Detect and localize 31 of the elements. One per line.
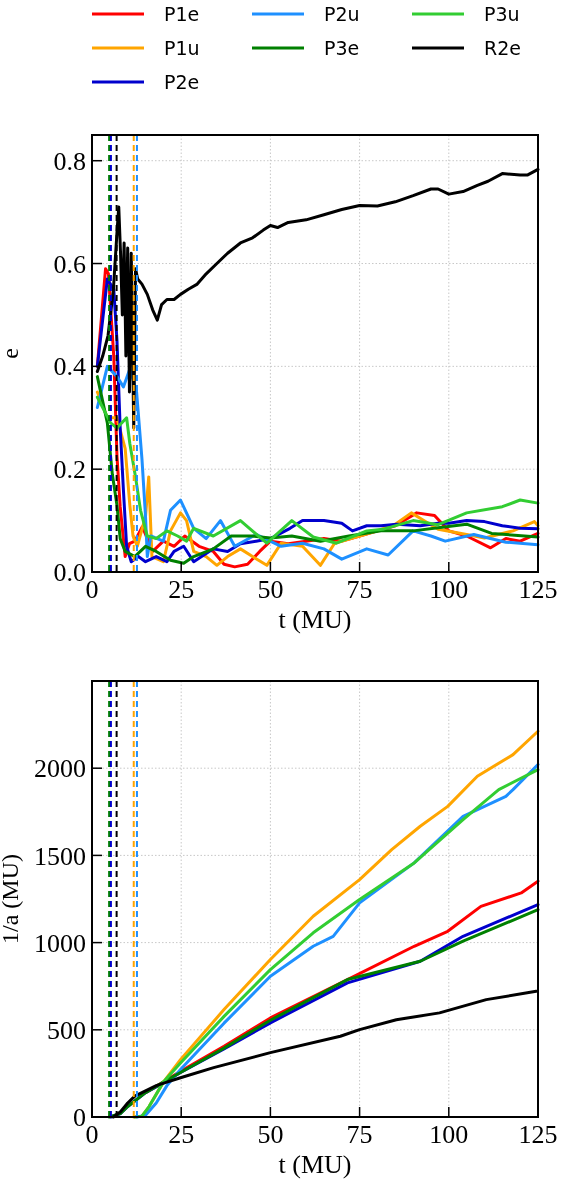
y-tick-label: 0.4 bbox=[53, 352, 86, 382]
x-tick-label: 100 bbox=[429, 575, 469, 604]
y-tick-label: 0.0 bbox=[53, 558, 86, 588]
x-tick-label: 100 bbox=[429, 1120, 469, 1149]
y-tick-label: 0.2 bbox=[53, 455, 86, 485]
x-tick-label: 75 bbox=[346, 575, 373, 604]
y-tick-label: 500 bbox=[47, 1015, 86, 1045]
legend-label: P3u bbox=[484, 2, 520, 25]
y-tick-label: 1000 bbox=[34, 928, 86, 958]
legend-label: P2u bbox=[324, 2, 360, 25]
y-tick-label: 1500 bbox=[34, 841, 86, 871]
x-tick-label: 25 bbox=[168, 575, 195, 604]
legend-label: P2e bbox=[164, 70, 200, 93]
y-axis-title: 1/a (MU) bbox=[0, 854, 23, 944]
x-tick-label: 75 bbox=[346, 1120, 373, 1149]
y-tick-label: 0.6 bbox=[53, 249, 86, 279]
y-tick-label: 0.8 bbox=[53, 146, 86, 176]
x-tick-label: 50 bbox=[257, 1120, 284, 1149]
y-tick-label: 2000 bbox=[34, 754, 86, 784]
legend-label: R2e bbox=[484, 36, 521, 59]
legend-label: P3e bbox=[324, 36, 360, 59]
legend-label: P1u bbox=[164, 36, 200, 59]
x-tick-label: 125 bbox=[518, 1120, 558, 1149]
x-axis-title: t (MU) bbox=[278, 1150, 352, 1179]
x-tick-label: 25 bbox=[168, 1120, 195, 1149]
line-series bbox=[95, 395, 540, 545]
y-axis-title: e bbox=[0, 348, 23, 359]
x-tick-label: 50 bbox=[257, 575, 284, 604]
x-tick-label: 125 bbox=[518, 575, 558, 604]
x-axis-title: t (MU) bbox=[278, 605, 352, 634]
legend-label: P1e bbox=[164, 2, 200, 25]
